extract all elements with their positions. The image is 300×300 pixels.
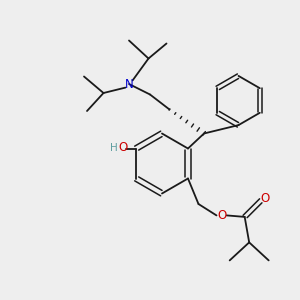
Text: O: O [218,209,227,222]
Text: O: O [118,141,127,154]
Text: H: H [110,143,117,153]
Text: O: O [260,192,270,205]
Text: N: N [124,77,134,91]
